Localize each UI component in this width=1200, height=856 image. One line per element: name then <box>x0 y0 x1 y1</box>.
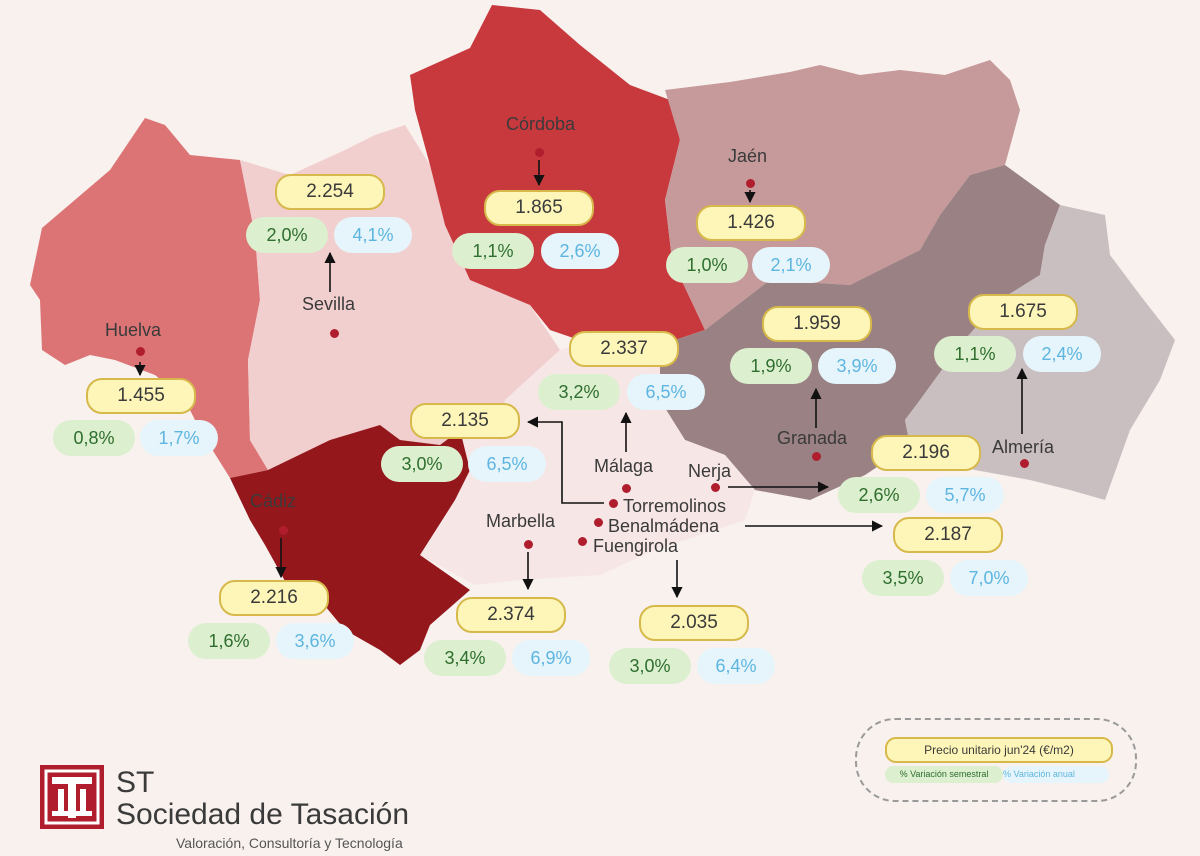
city-label-jaen: Jaén <box>728 146 768 166</box>
city-label-fuengirola: Fuengirola <box>593 536 679 556</box>
city-label-torremolinos: Torremolinos <box>623 496 727 516</box>
city-dot-cadiz <box>278 525 288 535</box>
city-label-malaga: Málaga <box>594 456 654 476</box>
anual-malaga: 6,5% <box>627 374 705 410</box>
st-logo-icon <box>40 765 104 829</box>
anual-cadiz: 3,6% <box>276 623 354 659</box>
semestral-torremolinos: 3,0% <box>381 446 463 482</box>
city-dot-sevilla <box>329 328 339 338</box>
semestral-huelva: 0,8% <box>53 420 135 456</box>
city-label-sevilla: Sevilla <box>302 294 356 314</box>
city-dot-torremolinos <box>608 498 618 508</box>
anual-almeria: 2,4% <box>1023 336 1101 372</box>
region-cadiz <box>230 425 470 665</box>
price-cadiz: 2.216 <box>219 580 329 616</box>
city-dot-fuengirola <box>577 536 587 546</box>
anual-fuengirola: 6,4% <box>697 648 775 684</box>
price-cordoba: 1.865 <box>484 190 594 226</box>
semestral-granada: 1,9% <box>730 348 812 384</box>
semestral-cadiz: 1,6% <box>188 623 270 659</box>
anual-sevilla: 4,1% <box>334 217 412 253</box>
city-label-benalmadena: Benalmádena <box>608 516 720 536</box>
semestral-nerja: 2,6% <box>838 477 920 513</box>
semestral-almeria: 1,1% <box>934 336 1016 372</box>
price-jaen: 1.426 <box>696 205 806 241</box>
anual-huelva: 1,7% <box>140 420 218 456</box>
city-dot-marbella <box>523 539 533 549</box>
semestral-benalmadena: 3,5% <box>862 560 944 596</box>
legend-semestral: % Variación semestral <box>885 766 1003 783</box>
anual-torremolinos: 6,5% <box>468 446 546 482</box>
anual-benalmadena: 7,0% <box>950 560 1028 596</box>
city-dot-huelva <box>135 346 145 356</box>
city-dot-nerja <box>710 482 720 492</box>
semestral-sevilla: 2,0% <box>246 217 328 253</box>
price-granada: 1.959 <box>762 306 872 342</box>
logo-company-name: Sociedad de Tasación <box>116 798 409 831</box>
price-huelva: 1.455 <box>86 378 196 414</box>
price-benalmadena: 2.187 <box>893 517 1003 553</box>
semestral-marbella: 3,4% <box>424 640 506 676</box>
logo-abbreviation: ST <box>116 766 155 799</box>
semestral-malaga: 3,2% <box>538 374 620 410</box>
region-huelva <box>30 118 268 478</box>
anual-jaen: 2,1% <box>752 247 830 283</box>
price-malaga: 2.337 <box>569 331 679 367</box>
city-dot-benalmadena <box>593 517 603 527</box>
legend-anual: % Variación anual <box>1003 766 1109 783</box>
semestral-jaen: 1,0% <box>666 247 748 283</box>
city-dot-cordoba <box>534 147 544 157</box>
price-fuengirola: 2.035 <box>639 605 749 641</box>
anual-nerja: 5,7% <box>926 477 1004 513</box>
city-dot-jaen <box>745 178 755 188</box>
city-label-almeria: Almería <box>992 437 1055 457</box>
price-almeria: 1.675 <box>968 294 1078 330</box>
city-label-cordoba: Córdoba <box>506 114 576 134</box>
price-sevilla: 2.254 <box>275 174 385 210</box>
price-nerja: 2.196 <box>871 435 981 471</box>
arrow-torremolinos <box>526 416 604 504</box>
anual-granada: 3,9% <box>818 348 896 384</box>
region-sevilla <box>240 125 560 470</box>
city-label-nerja: Nerja <box>688 461 732 481</box>
anual-marbella: 6,9% <box>512 640 590 676</box>
logo-tagline: Valoración, Consultoría y Tecnología <box>176 835 403 851</box>
city-dot-malaga <box>621 483 631 493</box>
semestral-cordoba: 1,1% <box>452 233 534 269</box>
price-marbella: 2.374 <box>456 597 566 633</box>
region-malaga <box>420 342 755 585</box>
city-label-marbella: Marbella <box>486 511 556 531</box>
city-label-granada: Granada <box>777 428 848 448</box>
city-label-huelva: Huelva <box>105 320 162 340</box>
legend: Precio unitario jun'24 (€/m2) % Variació… <box>855 718 1137 802</box>
city-dot-almeria <box>1019 458 1029 468</box>
anual-cordoba: 2,6% <box>541 233 619 269</box>
semestral-fuengirola: 3,0% <box>609 648 691 684</box>
legend-price: Precio unitario jun'24 (€/m2) <box>885 737 1113 763</box>
price-torremolinos: 2.135 <box>410 403 520 439</box>
city-label-cadiz: Cádiz <box>250 491 297 511</box>
city-dot-granada <box>811 451 821 461</box>
